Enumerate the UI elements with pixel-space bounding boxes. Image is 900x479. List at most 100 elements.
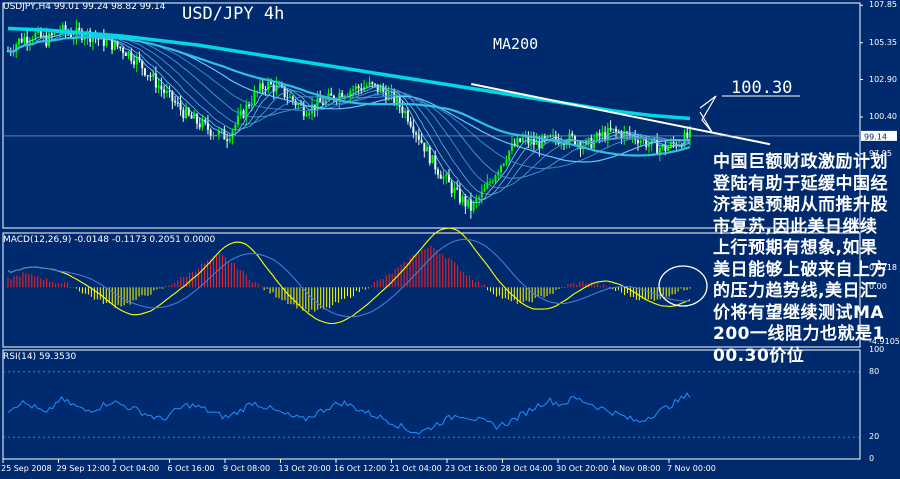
candle-body bbox=[461, 196, 464, 203]
candle-body bbox=[324, 99, 327, 105]
chart-title: USD/JPY 4h bbox=[182, 4, 285, 24]
x-tick-label: 25 Sep 2008 bbox=[1, 464, 52, 473]
candle-body bbox=[371, 82, 374, 84]
candle-body bbox=[554, 135, 557, 140]
x-tick-label: 6 Oct 16:00 bbox=[167, 464, 215, 473]
candle-body bbox=[171, 90, 174, 102]
candle-body bbox=[261, 83, 264, 89]
candle-body bbox=[130, 51, 133, 61]
candle-body bbox=[165, 90, 168, 93]
candle-body bbox=[431, 155, 434, 164]
rsi-ytick-label: 20 bbox=[869, 432, 880, 442]
price-header: USDJPY,H4 99.01 99.24 98.82 99.14 bbox=[3, 2, 166, 12]
candle-body bbox=[48, 33, 51, 47]
candle-body bbox=[623, 131, 626, 139]
candle-body bbox=[656, 139, 659, 154]
candle-body bbox=[190, 114, 193, 119]
ma200-label: MA200 bbox=[493, 35, 539, 53]
candle-body bbox=[305, 115, 308, 117]
candle-body bbox=[376, 84, 379, 92]
candle-body bbox=[412, 126, 415, 133]
candle-body bbox=[442, 176, 445, 179]
candle-body bbox=[609, 127, 612, 131]
candle-body bbox=[535, 140, 538, 145]
candle-body bbox=[415, 132, 418, 135]
candle-body bbox=[472, 201, 475, 211]
candle-body bbox=[664, 144, 667, 151]
candle-body bbox=[152, 73, 155, 77]
candle-body bbox=[179, 102, 182, 110]
candle-body bbox=[612, 128, 615, 131]
candle-body bbox=[360, 88, 363, 91]
candle-body bbox=[209, 129, 212, 136]
candle-body bbox=[587, 138, 590, 140]
candle-body bbox=[357, 86, 360, 89]
candle-body bbox=[319, 98, 322, 103]
candle-body bbox=[289, 96, 292, 99]
candle-body bbox=[686, 132, 689, 138]
candle-body bbox=[119, 46, 122, 49]
candle-body bbox=[220, 129, 223, 131]
candle-body bbox=[141, 60, 144, 69]
candle-body bbox=[494, 175, 497, 182]
candle-body bbox=[426, 146, 429, 152]
candle-body bbox=[272, 84, 275, 92]
candle-body bbox=[354, 86, 357, 90]
candle-body bbox=[374, 83, 377, 85]
candle-body bbox=[122, 48, 125, 53]
candle-body bbox=[37, 29, 40, 33]
candle-body bbox=[606, 127, 609, 141]
candle-body bbox=[28, 40, 31, 43]
candle-body bbox=[15, 44, 18, 52]
candle-body bbox=[341, 92, 344, 98]
candle-body bbox=[154, 73, 157, 88]
ma-ribbon-line-1 bbox=[7, 31, 691, 200]
candle-body bbox=[78, 27, 81, 31]
candle-body bbox=[163, 89, 166, 93]
candle-body bbox=[275, 84, 278, 92]
price-ytick-label: 107.85 bbox=[869, 0, 897, 10]
candle-body bbox=[187, 108, 190, 115]
candle-body bbox=[132, 60, 135, 65]
candle-body bbox=[593, 139, 596, 149]
candle-body bbox=[420, 139, 423, 143]
candle-body bbox=[69, 33, 72, 38]
candle-body bbox=[149, 75, 152, 77]
macd-header: MACD(12,26,9) -0.0148 -0.1173 0.2051 0.0… bbox=[3, 235, 216, 245]
candle-body bbox=[439, 174, 442, 179]
candle-body bbox=[571, 133, 574, 136]
candle-body bbox=[560, 142, 563, 145]
candle-body bbox=[215, 135, 218, 137]
candle-body bbox=[39, 29, 42, 38]
candle-body bbox=[510, 143, 513, 151]
candle-body bbox=[456, 187, 459, 189]
current-price-tag bbox=[861, 130, 897, 141]
candle-body bbox=[615, 128, 618, 132]
candle-body bbox=[502, 163, 505, 166]
candle-body bbox=[124, 52, 127, 57]
candle-body bbox=[195, 114, 198, 124]
x-tick-label: 23 Oct 16:00 bbox=[445, 464, 498, 473]
candle-body bbox=[61, 25, 64, 32]
candle-body bbox=[639, 140, 642, 144]
candle-body bbox=[453, 187, 456, 193]
candle-body bbox=[327, 93, 330, 100]
x-tick-label: 4 Nov 08:00 bbox=[611, 464, 661, 473]
candle-body bbox=[160, 85, 163, 90]
candle-body bbox=[464, 196, 467, 207]
candle-body bbox=[234, 124, 237, 131]
candle-body bbox=[395, 96, 398, 103]
candle-body bbox=[50, 33, 53, 35]
candle-body bbox=[491, 181, 494, 183]
candle-body bbox=[658, 147, 661, 154]
candle-body bbox=[97, 38, 100, 40]
candle-body bbox=[34, 32, 37, 40]
candle-body bbox=[182, 109, 185, 118]
candle-body bbox=[143, 68, 146, 76]
candle-body bbox=[576, 142, 579, 145]
candle-body bbox=[401, 106, 404, 114]
candle-body bbox=[102, 34, 105, 46]
candle-body bbox=[91, 37, 94, 42]
rsi-ytick-label: 80 bbox=[869, 366, 880, 376]
candle-body bbox=[538, 140, 541, 149]
